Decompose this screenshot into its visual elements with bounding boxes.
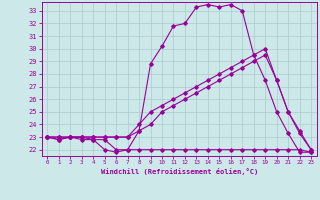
X-axis label: Windchill (Refroidissement éolien,°C): Windchill (Refroidissement éolien,°C) (100, 168, 258, 175)
